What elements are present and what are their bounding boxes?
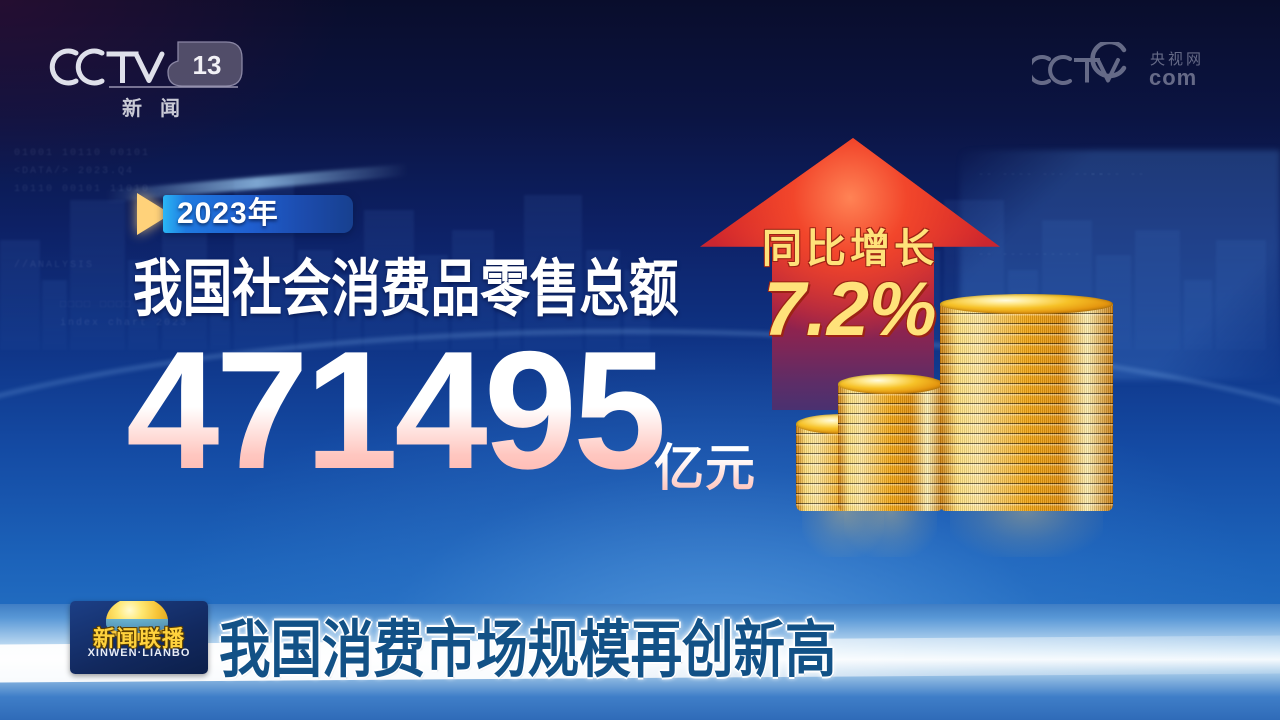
svg-text:com: com <box>1149 65 1197 90</box>
svg-text:13: 13 <box>193 50 222 80</box>
